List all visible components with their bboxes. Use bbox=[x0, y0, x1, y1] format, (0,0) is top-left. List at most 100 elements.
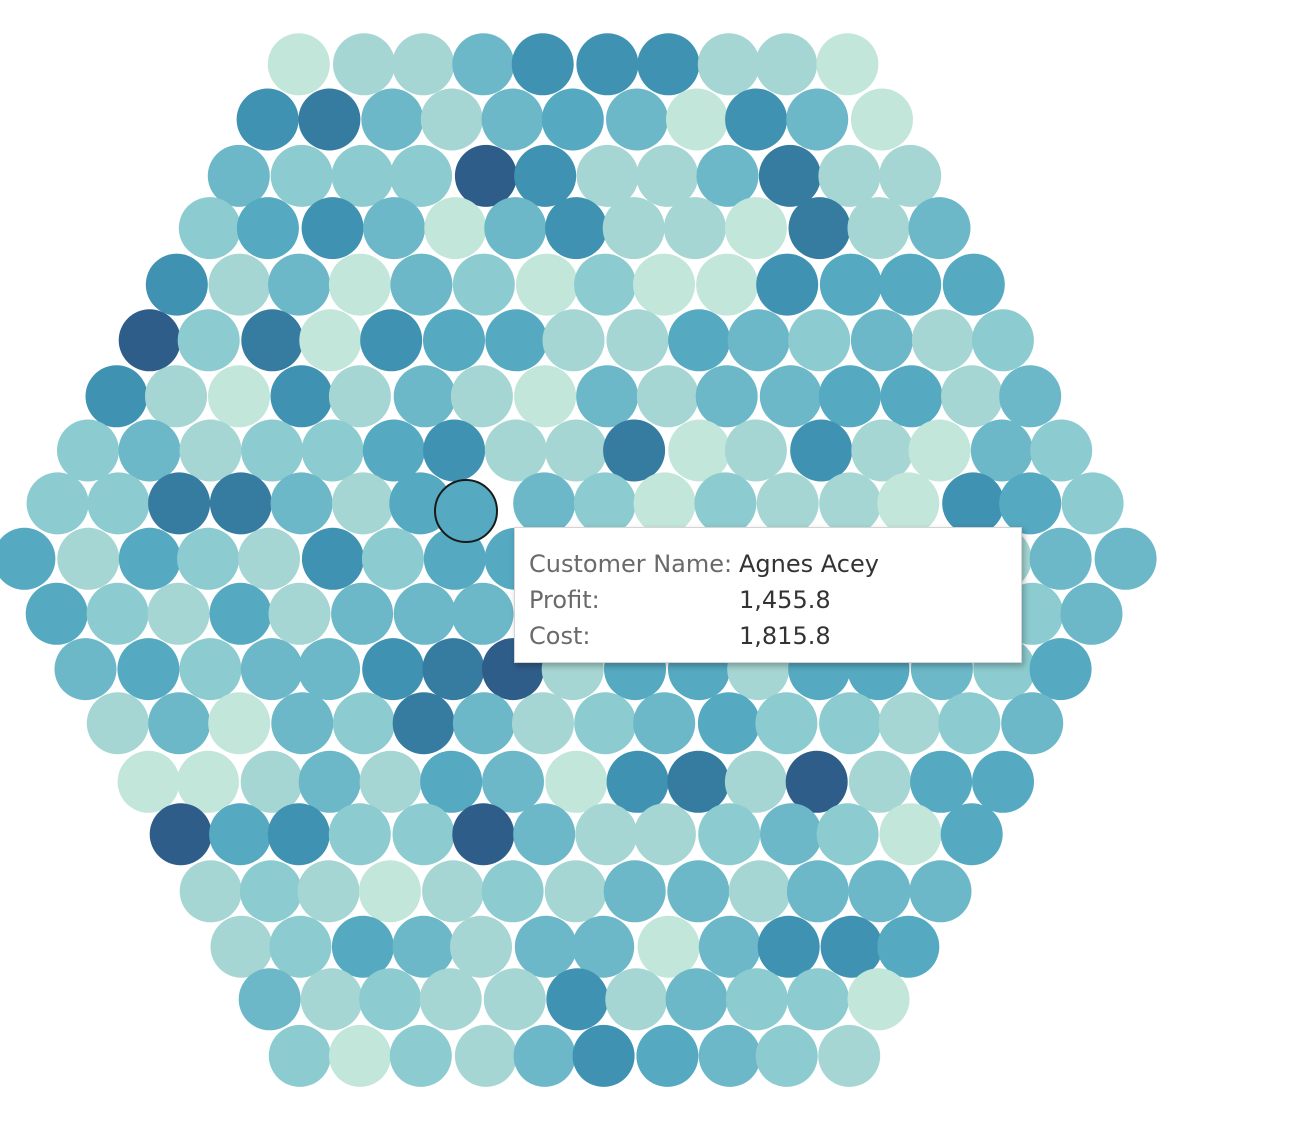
bubble-78[interactable] bbox=[270, 365, 333, 428]
bubble-39[interactable] bbox=[545, 197, 608, 260]
bubble-165[interactable] bbox=[240, 638, 303, 701]
bubble-190[interactable] bbox=[755, 692, 818, 755]
bubble-181[interactable] bbox=[208, 692, 271, 755]
bubble-167[interactable] bbox=[362, 638, 425, 701]
bubble-128[interactable] bbox=[177, 527, 240, 590]
bubble-43[interactable] bbox=[788, 197, 851, 260]
bubble-231[interactable] bbox=[603, 860, 666, 923]
bubble-48[interactable] bbox=[268, 253, 331, 316]
bubble-258[interactable] bbox=[787, 968, 849, 1031]
bubble-113[interactable] bbox=[332, 472, 394, 535]
bubble-224[interactable] bbox=[179, 860, 242, 923]
bubble-5[interactable] bbox=[576, 33, 639, 96]
bubble-92[interactable] bbox=[118, 419, 181, 482]
bubble-73[interactable] bbox=[911, 309, 974, 372]
bubble-83[interactable] bbox=[576, 365, 639, 428]
bubble-260[interactable] bbox=[268, 1024, 331, 1087]
bubble-15[interactable] bbox=[541, 88, 604, 151]
bubble-30[interactable] bbox=[758, 144, 821, 207]
bubble-4[interactable] bbox=[511, 33, 574, 96]
bubble-228[interactable] bbox=[422, 860, 485, 923]
bubble-119[interactable] bbox=[756, 472, 819, 535]
bubble-191[interactable] bbox=[819, 692, 882, 755]
bubble-130[interactable] bbox=[301, 527, 364, 590]
bubble-32[interactable] bbox=[879, 144, 942, 207]
bubble-192[interactable] bbox=[878, 692, 941, 755]
bubble-42[interactable] bbox=[724, 197, 787, 260]
bubble-66[interactable] bbox=[485, 309, 548, 372]
bubble-144[interactable] bbox=[25, 582, 88, 645]
bubble-14[interactable] bbox=[481, 88, 544, 151]
bubble-246[interactable] bbox=[757, 915, 820, 978]
bubble-240[interactable] bbox=[392, 915, 455, 978]
bubble-223[interactable] bbox=[940, 803, 1003, 866]
bubble-226[interactable] bbox=[297, 860, 360, 923]
bubble-242[interactable] bbox=[514, 915, 577, 978]
bubble-96[interactable] bbox=[362, 419, 425, 482]
bubble-184[interactable] bbox=[392, 692, 455, 755]
bubble-179[interactable] bbox=[86, 692, 149, 755]
bubble-1[interactable] bbox=[333, 33, 395, 96]
bubble-111[interactable] bbox=[209, 472, 272, 535]
bubble-67[interactable] bbox=[542, 309, 605, 372]
bubble-194[interactable] bbox=[1001, 692, 1064, 755]
bubble-241[interactable] bbox=[450, 915, 512, 978]
bubble-112[interactable] bbox=[270, 472, 333, 535]
bubble-146[interactable] bbox=[147, 582, 210, 645]
bubble-84[interactable] bbox=[636, 365, 699, 428]
bubble-46[interactable] bbox=[145, 253, 208, 316]
bubble-57[interactable] bbox=[819, 253, 882, 316]
bubble-51[interactable] bbox=[452, 253, 515, 316]
bubble-89[interactable] bbox=[941, 365, 1003, 428]
bubble-266[interactable] bbox=[636, 1024, 699, 1087]
bubble-203[interactable] bbox=[606, 750, 669, 813]
bubble-108[interactable] bbox=[26, 472, 89, 535]
bubble-253[interactable] bbox=[483, 968, 546, 1031]
bubble-206[interactable] bbox=[785, 750, 848, 813]
bubble-77[interactable] bbox=[208, 365, 270, 428]
bubble-33[interactable] bbox=[178, 197, 241, 260]
bubble-168[interactable] bbox=[422, 638, 485, 701]
bubble-22[interactable] bbox=[270, 144, 333, 207]
bubble-243[interactable] bbox=[572, 915, 635, 978]
bubble-104[interactable] bbox=[851, 419, 914, 482]
bubble-262[interactable] bbox=[389, 1024, 452, 1087]
bubble-81[interactable] bbox=[450, 365, 513, 428]
bubble-249[interactable] bbox=[238, 968, 301, 1031]
bubble-205[interactable] bbox=[724, 750, 787, 813]
bubble-238[interactable] bbox=[269, 915, 332, 978]
bubble-227[interactable] bbox=[358, 860, 421, 923]
bubble-69[interactable] bbox=[668, 309, 731, 372]
bubble-65[interactable] bbox=[423, 309, 485, 372]
bubble-269[interactable] bbox=[818, 1024, 881, 1087]
bubble-230[interactable] bbox=[544, 860, 607, 923]
bubble-109[interactable] bbox=[87, 472, 150, 535]
bubble-121[interactable] bbox=[877, 472, 940, 535]
bubble-100[interactable] bbox=[603, 419, 666, 482]
bubble-6[interactable] bbox=[637, 33, 700, 96]
bubble-116[interactable] bbox=[573, 472, 636, 535]
bubble-256[interactable] bbox=[665, 968, 728, 1031]
bubble-93[interactable] bbox=[179, 419, 242, 482]
bubble-71[interactable] bbox=[788, 309, 851, 372]
bubble-263[interactable] bbox=[454, 1024, 517, 1087]
bubble-60[interactable] bbox=[118, 309, 181, 372]
bubble-132[interactable] bbox=[423, 527, 486, 590]
bubble-20[interactable] bbox=[851, 88, 913, 151]
bubble-188[interactable] bbox=[633, 692, 696, 755]
bubble-208[interactable] bbox=[910, 750, 973, 813]
bubble-143[interactable] bbox=[1094, 527, 1157, 590]
bubble-210[interactable] bbox=[149, 803, 212, 866]
bubble-200[interactable] bbox=[420, 750, 483, 813]
bubble-163[interactable] bbox=[117, 638, 180, 701]
bubble-61[interactable] bbox=[177, 309, 240, 372]
bubble-148[interactable] bbox=[268, 582, 331, 645]
bubble-248[interactable] bbox=[877, 915, 940, 978]
bubble-178[interactable] bbox=[1029, 638, 1092, 701]
bubble-217[interactable] bbox=[575, 803, 638, 866]
bubble-16[interactable] bbox=[606, 88, 668, 151]
bubble-24[interactable] bbox=[390, 144, 452, 207]
bubble-3[interactable] bbox=[452, 33, 515, 96]
bubble-214[interactable] bbox=[392, 803, 455, 866]
bubble-99[interactable] bbox=[545, 419, 608, 482]
